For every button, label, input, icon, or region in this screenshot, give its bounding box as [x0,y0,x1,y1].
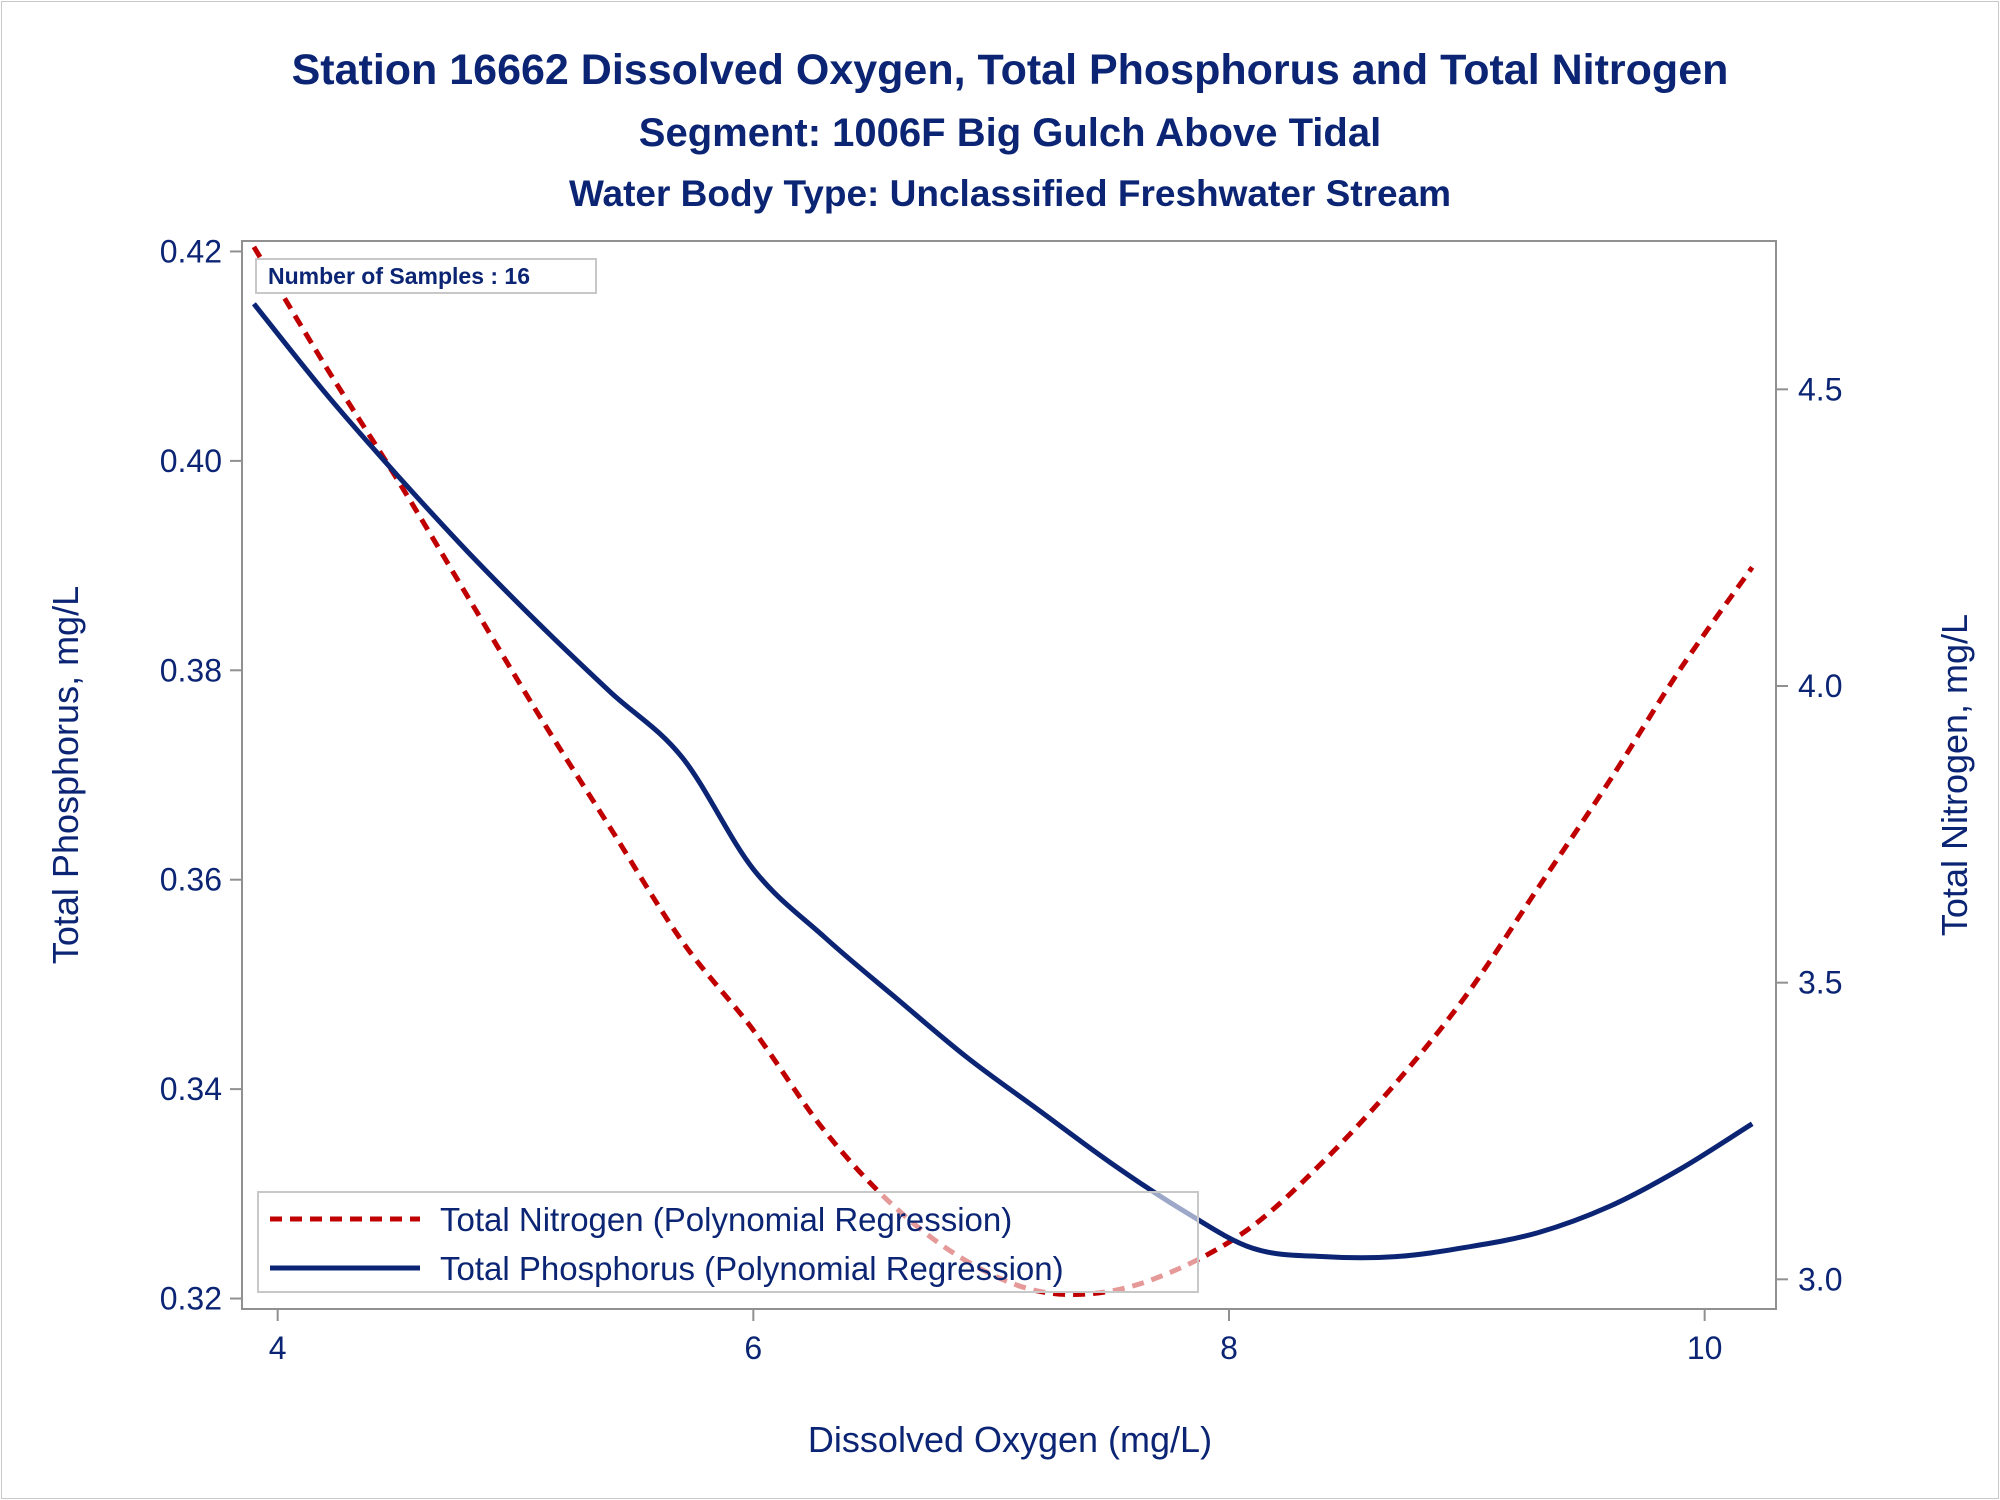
y-tick-label: 0.34 [160,1071,222,1107]
legend-label-nitrogen: Total Nitrogen (Polynomial Regression) [440,1201,1012,1238]
phosphorus-series-line [251,302,1754,1261]
x-axis-label: Dissolved Oxygen (mg/L) [808,1419,1212,1460]
y-tick-label: 0.36 [160,862,222,898]
y-tick-label: 0.42 [160,233,222,269]
x-tick-label: 10 [1687,1330,1723,1366]
y-tick-label: 0.32 [160,1281,222,1317]
x-tick-label: 6 [744,1330,762,1366]
chart-title: Station 16662 Dissolved Oxygen, Total Ph… [292,46,1729,94]
y-axis-label-right: Total Nitrogen, mg/L [1934,614,1975,936]
x-axis: 4 6 8 10 [269,1309,1723,1366]
legend-box [257,1191,1199,1293]
chart-subtitle-2: Water Body Type: Unclassified Freshwater… [569,173,1451,214]
y-axis-label-left: Total Phosphorus, mg/L [45,586,86,964]
x-tick-label: 4 [269,1330,287,1366]
y-tick-label: 0.38 [160,652,222,688]
y-axis-left: 0.32 0.34 0.36 0.38 0.40 0.42 [160,233,242,1317]
y-axis-right: 3.0 3.5 4.0 4.5 [1776,371,1842,1297]
nitrogen-series-line [251,245,1755,1298]
plot-area [241,240,1777,1310]
series-layer [251,245,1755,1298]
y2-tick-label: 3.5 [1798,965,1842,1001]
y-tick-label: 0.40 [160,443,222,479]
legend: Total Nitrogen (Polynomial Regression) T… [257,1191,1199,1293]
y2-tick-label: 3.0 [1798,1261,1842,1297]
y2-tick-label: 4.5 [1798,371,1842,407]
chart-subtitle: Segment: 1006F Big Gulch Above Tidal [639,111,1381,155]
sample-count-box [255,258,597,294]
y2-tick-label: 4.0 [1798,668,1842,704]
legend-label-phosphorus: Total Phosphorus (Polynomial Regression) [440,1250,1064,1287]
x-tick-label: 8 [1220,1330,1238,1366]
sample-count-label: Number of Samples : 16 [268,263,530,289]
